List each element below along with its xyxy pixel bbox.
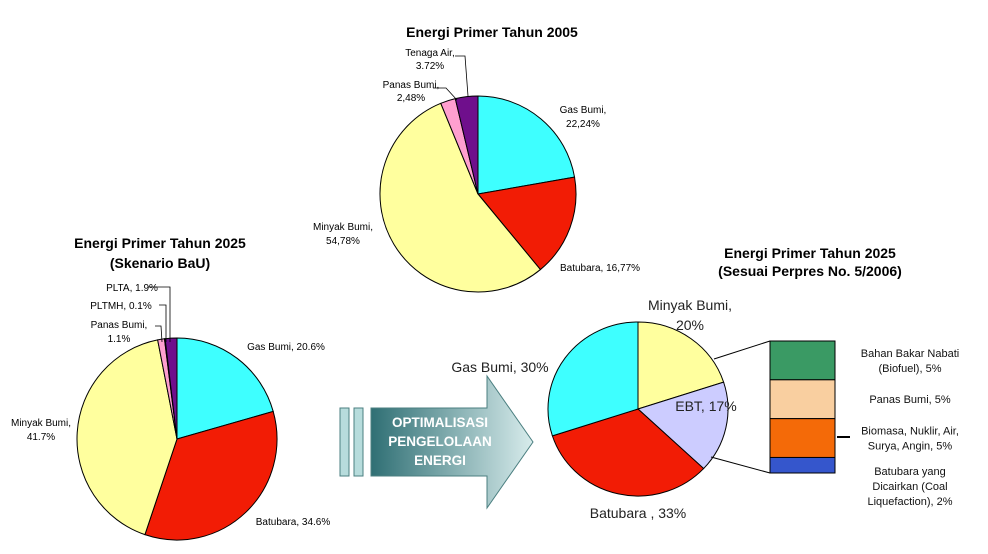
label-perpres-gas-bumi: Gas Bumi, 30%	[451, 359, 548, 375]
label-bau-gas-bumi: Gas Bumi, 20.6%	[247, 342, 325, 353]
labels-2005: Tenaga Air, 3.72% Panas Bumi, 2,48% Gas …	[313, 48, 640, 274]
label-2005-gas-bumi-pct: 22,24%	[566, 119, 600, 130]
leader-lines	[148, 55, 469, 343]
ebt-label-3-line-2: Liquefaction), 2%	[868, 496, 953, 508]
arrow-text-line2: PENGELOLAAN	[388, 434, 492, 449]
pie-bau-slice-5	[164, 337, 178, 440]
pie-bau-slice-2	[76, 339, 178, 536]
pie-bau-slice-0	[176, 337, 274, 440]
ebt-connector-line-0	[713, 340, 771, 360]
label-2005-tenaga-air-pct: 3.72%	[416, 61, 444, 72]
pie-perpres-slice-0	[637, 321, 725, 410]
ebt-label-2-line-1: Surya, Angin, 5%	[868, 441, 953, 453]
labels-bau: PLTA, 1.9% PLTMH, 0.1% Panas Bumi, 1.1% …	[11, 283, 330, 528]
ebt-label-3-line-0: Batubara yang	[874, 466, 946, 478]
ebt-segment-2	[769, 418, 836, 458]
labels-perpres: Minyak Bumi, 20% Gas Bumi, 30% EBT, 17% …	[451, 297, 736, 521]
ebt-connector-line-1	[710, 456, 771, 474]
arrow-text-line3: ENERGI	[414, 453, 466, 468]
ebt-segment-1	[769, 379, 836, 420]
ebt-label-1-line-0: Panas Bumi, 5%	[869, 394, 951, 406]
label-perpres-minyak-bumi-pct: 20%	[676, 317, 704, 333]
label-bau-panas-bumi-pct: 1.1%	[108, 334, 131, 345]
pie-2005-slice-0	[477, 95, 576, 195]
label-bau-batubara: Batubara, 34.6%	[256, 517, 331, 528]
pie-perpres-slice-1	[637, 381, 729, 470]
label-2005-panas-bumi: Panas Bumi,	[383, 80, 440, 91]
optimization-arrow: OPTIMALISASI PENGELOLAAN ENERGI	[339, 374, 534, 510]
chart-perpres-title: Energi Primer Tahun 2025	[724, 245, 896, 261]
label-perpres-batubara: Batubara , 33%	[590, 505, 687, 521]
label-2005-batubara: Batubara, 16,77%	[560, 263, 640, 274]
ebt-label-3-line-1: Dicairkan (Coal	[872, 481, 947, 493]
ebt-breakdown-stack: Bahan Bakar Nabati (Biofuel), 5% Panas Bum…	[710, 340, 959, 508]
pie-2005	[379, 95, 577, 293]
label-perpres-ebt: EBT, 17%	[675, 398, 736, 414]
pie-perpres-slice-3	[547, 321, 639, 437]
label-2005-gas-bumi: Gas Bumi,	[560, 105, 607, 116]
pie-perpres	[547, 321, 729, 497]
pie-bau	[76, 337, 278, 541]
pie-2005-slice-2	[379, 102, 542, 293]
label-2005-tenaga-air: Tenaga Air,	[405, 48, 454, 59]
label-bau-minyak-bumi-pct: 41.7%	[27, 432, 55, 443]
label-bau-pltmh: PLTMH, 0.1%	[90, 301, 152, 312]
arrow-text-line1: OPTIMALISASI	[392, 415, 488, 430]
chart-perpres-subtitle: (Sesuai Perpres No. 5/2006)	[718, 263, 902, 279]
ebt-segment-3	[769, 456, 836, 474]
label-2005-minyak-bumi-pct: 54,78%	[326, 236, 360, 247]
chart-bau-subtitle: (Skenario BaU)	[110, 255, 210, 271]
pie-bau-slice-1	[144, 410, 278, 541]
arrow-bar-1	[339, 407, 350, 477]
pie-perpres-slice-2	[551, 408, 705, 497]
label-bau-minyak-bumi: Minyak Bumi,	[11, 418, 71, 429]
chart-bau-title: Energi Primer Tahun 2025	[74, 235, 246, 251]
pie-2005-slice-1	[477, 176, 577, 271]
chart-2005-title: Energi Primer Tahun 2005	[406, 24, 578, 40]
ebt-label-2-line-0: Biomasa, Nuklir, Air,	[861, 426, 959, 438]
ebt-label-0-line-0: Bahan Bakar Nabati	[861, 348, 959, 360]
arrow-body	[370, 374, 534, 510]
label-2005-minyak-bumi: Minyak Bumi,	[313, 222, 373, 233]
label-bau-plta: PLTA, 1.9%	[106, 283, 158, 294]
arrow-bar-2	[353, 407, 364, 477]
label-2005-panas-bumi-pct: 2,48%	[397, 93, 425, 104]
ebt-segment-0	[769, 340, 836, 381]
ebt-label-0-line-1: (Biofuel), 5%	[879, 363, 942, 375]
label-bau-panas-bumi: Panas Bumi,	[91, 320, 148, 331]
label-perpres-minyak-bumi: Minyak Bumi,	[648, 297, 732, 313]
